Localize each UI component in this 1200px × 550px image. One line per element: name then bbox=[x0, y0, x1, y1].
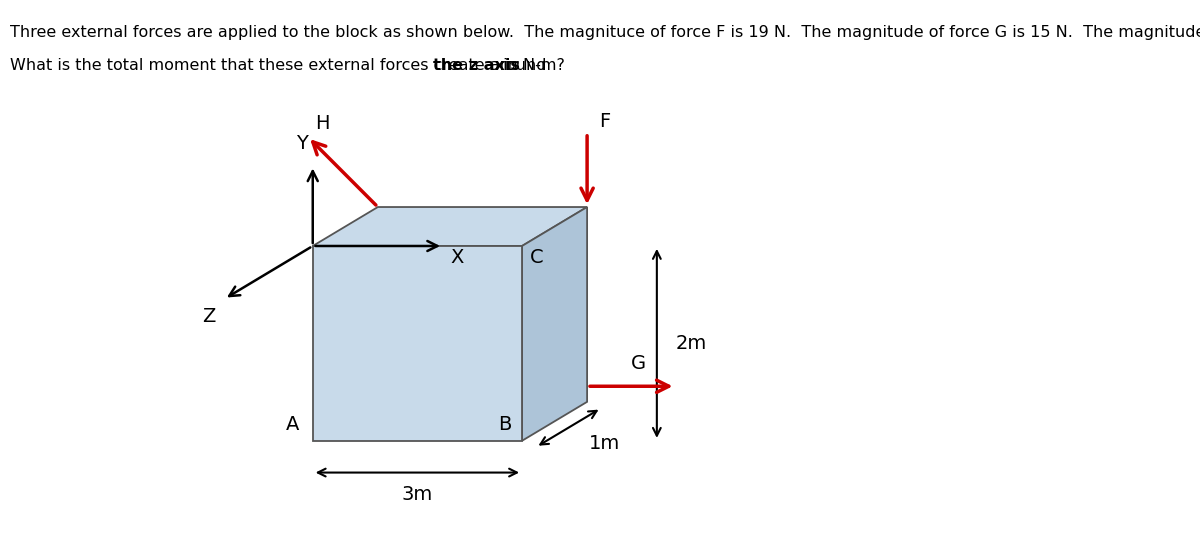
Text: 2m: 2m bbox=[676, 334, 707, 353]
Text: the z axis: the z axis bbox=[433, 58, 520, 73]
Text: G: G bbox=[631, 354, 646, 373]
Polygon shape bbox=[313, 207, 587, 246]
Text: F: F bbox=[599, 112, 611, 131]
Text: 1m: 1m bbox=[589, 434, 620, 453]
Text: What is the total moment that these external forces create around: What is the total moment that these exte… bbox=[10, 58, 551, 73]
Text: Three external forces are applied to the block as shown below.  The magnituce of: Three external forces are applied to the… bbox=[10, 25, 1200, 40]
Text: C: C bbox=[529, 248, 544, 267]
Polygon shape bbox=[522, 207, 587, 441]
Text: H: H bbox=[316, 114, 330, 133]
Text: A: A bbox=[286, 415, 299, 434]
Text: Y: Y bbox=[295, 134, 307, 153]
Text: 3m: 3m bbox=[402, 485, 433, 504]
Text: X: X bbox=[450, 248, 463, 267]
Text: in N-m?: in N-m? bbox=[498, 58, 564, 73]
Text: B: B bbox=[498, 415, 512, 434]
Polygon shape bbox=[313, 246, 522, 441]
Text: Z: Z bbox=[202, 307, 215, 326]
